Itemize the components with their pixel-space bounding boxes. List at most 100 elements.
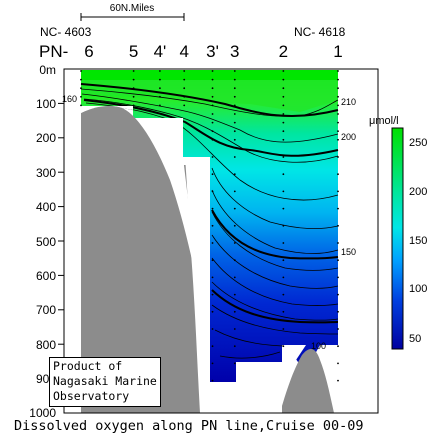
chart-title: Dissolved oxygen along PN line,Cruise 00… — [14, 418, 364, 434]
sample-point — [337, 95, 339, 98]
sample-point — [282, 104, 285, 107]
sample-point — [337, 328, 339, 330]
sample-point — [211, 156, 214, 158]
sample-point — [211, 310, 214, 313]
sample-point — [282, 78, 285, 81]
sample-point — [282, 87, 285, 90]
sample-point — [211, 362, 214, 365]
sample-point — [282, 345, 285, 348]
sample-point — [337, 259, 339, 262]
sample-point — [211, 259, 214, 262]
sample-point — [337, 293, 339, 296]
sample-point — [132, 87, 135, 90]
sample-point — [211, 379, 214, 382]
sample-point — [80, 78, 82, 81]
sample-point — [282, 328, 285, 330]
colorbar-tick: 100 — [409, 283, 427, 295]
sample-point — [159, 70, 161, 72]
y-tick-label: 1000 — [29, 406, 56, 420]
sample-point — [337, 362, 339, 365]
station-label: 4' — [154, 42, 167, 61]
sample-point — [211, 138, 214, 141]
sample-point — [282, 95, 285, 98]
y-tick-label: 0m — [39, 63, 56, 77]
sample-point — [282, 121, 285, 124]
sample-point — [211, 345, 214, 348]
sample-point — [233, 156, 236, 158]
credit-box: Product of Nagasaki Marine Observatory — [49, 357, 161, 407]
y-ticks — [58, 102, 64, 380]
station-label: 3 — [230, 42, 239, 61]
sample-point — [337, 130, 339, 133]
sample-point — [337, 104, 339, 107]
sample-point — [211, 121, 214, 124]
sample-point — [183, 95, 186, 98]
colorbar-tick-labels: 250 200 150 100 50 — [409, 137, 427, 345]
sample-point — [183, 70, 186, 72]
station-id-left: NC- 4603 — [40, 25, 92, 39]
sample-point — [80, 70, 82, 72]
station-label: 2 — [279, 42, 288, 61]
y-tick-label: 200 — [36, 131, 56, 145]
y-tick-label: 700 — [36, 303, 56, 317]
sample-point — [233, 78, 236, 81]
sample-point — [337, 345, 339, 348]
sample-point — [211, 78, 214, 81]
sample-point — [159, 95, 161, 98]
colorbar-tick: 150 — [409, 235, 427, 247]
sample-point — [132, 95, 135, 98]
sample-point — [211, 224, 214, 227]
sample-point — [282, 130, 285, 133]
station-id-right: NC- 4618 — [294, 25, 346, 39]
sample-point — [337, 224, 339, 227]
sample-point — [183, 78, 186, 81]
sample-point — [233, 242, 236, 244]
sample-point — [211, 104, 214, 107]
station-label: 4 — [179, 42, 188, 61]
sample-point — [233, 293, 236, 296]
sample-point — [211, 328, 214, 330]
sample-point — [132, 78, 135, 81]
scale-bar: 60N.Miles — [80, 3, 185, 21]
sample-point — [211, 207, 214, 210]
contour-label: 210 — [341, 97, 356, 107]
station-label: 5 — [129, 42, 138, 61]
sample-point — [211, 130, 214, 133]
sample-point — [337, 113, 339, 115]
sample-point — [233, 87, 236, 90]
sample-point — [233, 224, 236, 227]
sample-point — [183, 104, 186, 107]
sample-point — [233, 121, 236, 124]
station-prefix: PN- — [39, 42, 68, 61]
sample-point — [159, 104, 161, 107]
sample-point — [337, 310, 339, 313]
sample-point — [282, 173, 285, 176]
y-tick-label: 300 — [36, 166, 56, 180]
sample-point — [233, 259, 236, 262]
sample-point — [159, 87, 161, 90]
contour-label: 100 — [311, 341, 326, 351]
sample-point — [211, 190, 214, 193]
sample-point — [211, 113, 214, 115]
sample-point — [337, 156, 339, 158]
sample-point — [282, 224, 285, 227]
sample-point — [211, 173, 214, 176]
sample-point — [233, 310, 236, 313]
sample-point — [337, 190, 339, 193]
sample-point — [80, 95, 82, 98]
sample-point — [282, 259, 285, 262]
colorbar-tick: 200 — [409, 186, 427, 198]
sample-point — [282, 156, 285, 158]
contour-lines — [80, 88, 339, 359]
sample-point — [233, 190, 236, 193]
sample-point — [282, 138, 285, 141]
sample-point — [233, 138, 236, 141]
sample-point — [282, 207, 285, 210]
sample-point — [233, 173, 236, 176]
sample-point — [159, 78, 161, 81]
colorbar-unit: μmol/l — [369, 115, 399, 127]
station-label-set: 6 5 4' 4 3' 3 2 1 — [84, 42, 342, 61]
sample-point — [337, 70, 339, 72]
sample-point — [233, 95, 236, 98]
sample-point — [183, 87, 186, 90]
